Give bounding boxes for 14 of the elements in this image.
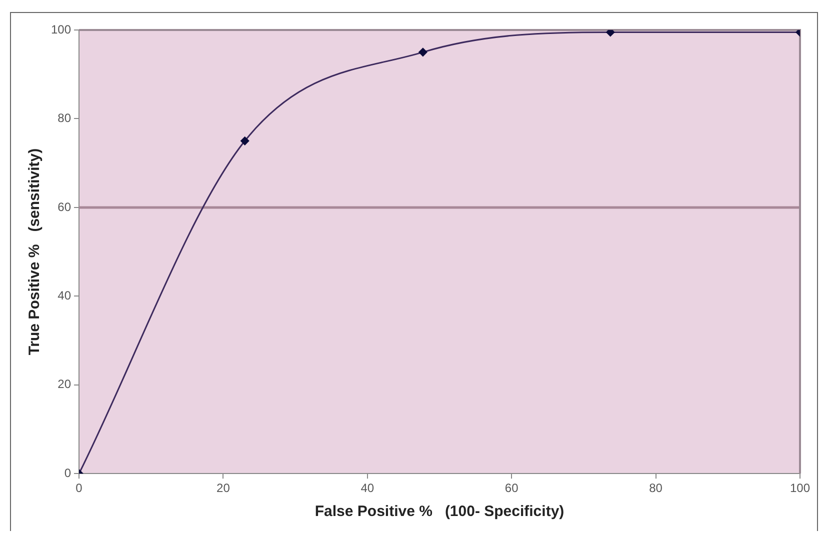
y-tick-label: 0 — [64, 466, 72, 480]
x-tick-label: 40 — [360, 481, 374, 496]
x-tick-label: 0 — [76, 481, 83, 496]
y-tick-label: 60 — [58, 200, 72, 214]
y-tick-label: 100 — [50, 22, 72, 36]
y-tick-label: 40 — [58, 288, 72, 302]
y-tick-label: 20 — [58, 377, 72, 392]
x-axis-title: False Positive % (100- Specificity) — [314, 503, 564, 520]
y-tick-label: 80 — [58, 111, 72, 126]
x-tick-label: 80 — [649, 481, 663, 496]
x-tick-label: 60 — [504, 481, 519, 496]
x-tick-label: 100 — [790, 481, 810, 496]
y-axis-title: True Positive % (sensitivity) — [26, 148, 44, 356]
x-tick-label: 20 — [216, 481, 230, 496]
